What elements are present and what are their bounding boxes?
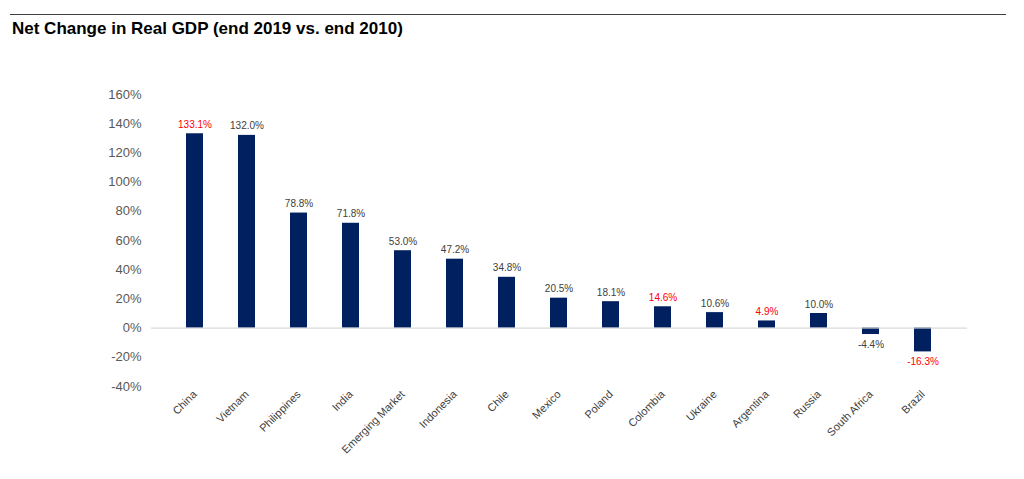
svg-text:14.6%: 14.6% (649, 292, 677, 303)
svg-text:20.5%: 20.5% (545, 283, 573, 294)
svg-text:Indonesia: Indonesia (417, 387, 460, 430)
svg-text:Russia: Russia (791, 387, 824, 420)
svg-text:47.2%: 47.2% (441, 244, 469, 255)
svg-text:0%: 0% (123, 320, 142, 335)
svg-text:Colombia: Colombia (626, 387, 668, 429)
svg-text:10.0%: 10.0% (805, 299, 833, 310)
svg-text:Chile: Chile (485, 388, 511, 414)
svg-text:Brazil: Brazil (899, 388, 927, 416)
svg-text:4.9%: 4.9% (756, 306, 779, 317)
svg-text:18.1%: 18.1% (597, 287, 625, 298)
svg-text:China: China (170, 387, 199, 416)
svg-text:-16.3%: -16.3% (907, 356, 939, 367)
svg-text:-20%: -20% (111, 349, 142, 364)
svg-text:53.0%: 53.0% (389, 236, 417, 247)
svg-text:78.8%: 78.8% (285, 198, 313, 209)
svg-text:Ukraine: Ukraine (684, 388, 719, 423)
svg-text:120%: 120% (108, 145, 142, 160)
svg-text:Mexico: Mexico (530, 388, 563, 421)
svg-text:133.1%: 133.1% (178, 119, 212, 130)
svg-text:10.6%: 10.6% (701, 298, 729, 309)
svg-text:80%: 80% (115, 203, 141, 218)
svg-text:-4.4%: -4.4% (858, 339, 884, 350)
svg-text:100%: 100% (108, 174, 142, 189)
html-text:Net Change in Real GDP (end 20: Net Change in Real GDP (end 2019 vs. end… (12, 19, 403, 38)
svg-text:Emerging Market: Emerging Market (339, 388, 407, 456)
svg-text:60%: 60% (115, 233, 141, 248)
svg-text:71.8%: 71.8% (337, 208, 365, 219)
svg-text:India: India (330, 387, 356, 413)
svg-text:Vietnam: Vietnam (214, 388, 251, 425)
svg-text:140%: 140% (108, 116, 142, 131)
svg-text:Poland: Poland (582, 388, 615, 421)
svg-text:132.0%: 132.0% (230, 120, 264, 131)
svg-text:Argentina: Argentina (729, 387, 771, 429)
svg-text:40%: 40% (115, 262, 141, 277)
svg-text:Philippines: Philippines (257, 388, 303, 434)
svg-text:-40%: -40% (111, 379, 142, 394)
svg-text:20%: 20% (115, 291, 141, 306)
svg-text:South Africa: South Africa (824, 387, 875, 438)
svg-text:160%: 160% (108, 87, 142, 102)
svg-text:34.8%: 34.8% (493, 262, 521, 273)
